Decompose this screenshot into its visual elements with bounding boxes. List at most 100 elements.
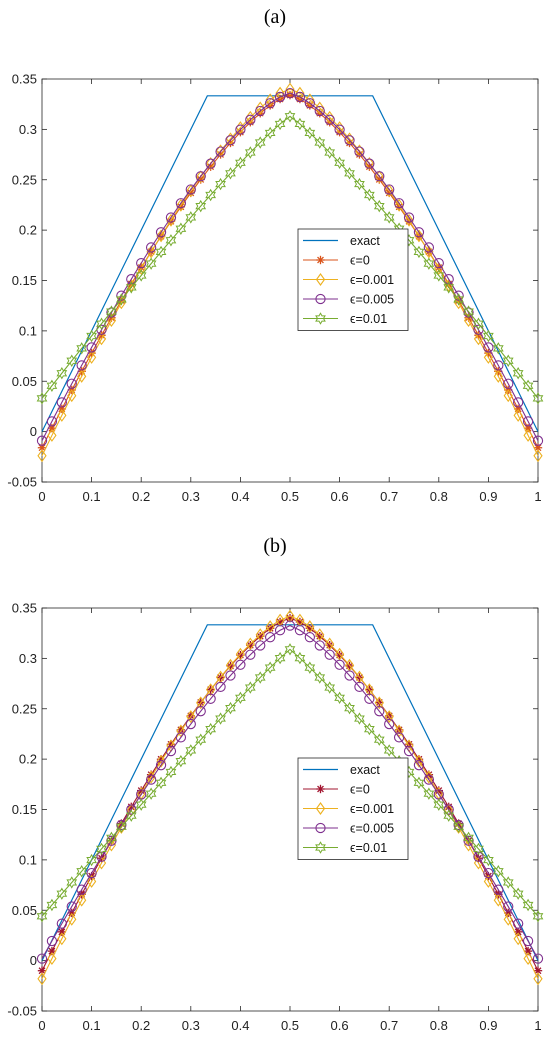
y-tick-label: 0.05 — [12, 374, 37, 389]
data-point — [86, 875, 97, 888]
data-point — [463, 831, 474, 844]
data-point — [274, 117, 286, 131]
data-point — [86, 350, 97, 364]
data-point — [503, 389, 513, 403]
data-point — [354, 681, 365, 693]
data-point — [503, 901, 514, 912]
data-point — [264, 126, 276, 140]
data-point — [67, 912, 77, 926]
data-point — [36, 953, 48, 964]
data-point — [325, 637, 335, 651]
data-point — [195, 199, 207, 213]
y-axis: -0.05 0 0.05 0.1 0.15 0.2 0.25 0.3 0.35 — [7, 72, 538, 490]
data-point — [473, 842, 484, 856]
data-point — [503, 378, 514, 389]
data-point — [532, 435, 544, 446]
data-point — [206, 683, 216, 697]
x-tick-label: 0.6 — [331, 1018, 349, 1033]
x-axis: 0 0.1 0.2 0.3 0.4 0.5 0.6 0.7 0.8 0.9 1 — [38, 608, 542, 1033]
data-point — [46, 379, 58, 392]
data-point — [354, 712, 365, 725]
data-point — [364, 693, 375, 704]
legend-marker — [316, 255, 325, 265]
data-point — [175, 754, 187, 768]
data-point — [275, 86, 285, 100]
data-point — [383, 744, 395, 757]
data-point — [185, 718, 196, 730]
data-point — [433, 798, 445, 811]
x-axis: 0 0.1 0.2 0.3 0.4 0.5 0.6 0.7 0.8 0.9 1 — [38, 79, 542, 504]
data-point — [76, 360, 87, 371]
data-point — [503, 912, 513, 926]
data-point — [315, 101, 325, 115]
legend-marker — [315, 293, 326, 305]
x-tick-label: 0.1 — [83, 1018, 101, 1033]
data-point — [185, 744, 197, 757]
data-point — [46, 898, 58, 912]
x-tick-label: 0.8 — [430, 489, 448, 504]
data-point — [56, 367, 68, 380]
data-point — [165, 212, 177, 223]
data-point — [136, 257, 147, 269]
data-point — [36, 435, 48, 446]
data-point — [473, 317, 484, 330]
legend-label: ϵ=0.001 — [350, 802, 394, 816]
data-point — [413, 760, 425, 771]
data-point — [364, 158, 375, 169]
data-point — [344, 167, 355, 180]
series-line — [41, 648, 539, 917]
data-point — [363, 722, 375, 736]
data-point — [284, 643, 296, 656]
data-point — [393, 732, 405, 743]
data-point — [314, 136, 326, 149]
data-point — [413, 227, 425, 238]
data-point — [314, 640, 325, 651]
data-point — [235, 124, 246, 135]
data-point — [304, 126, 316, 140]
data-point — [523, 428, 533, 442]
data-point — [116, 819, 127, 831]
data-point — [76, 865, 88, 878]
data-point — [522, 379, 534, 392]
data-point — [532, 910, 544, 923]
data-point — [106, 831, 117, 844]
x-tick-label: 0.9 — [479, 489, 497, 504]
data-point — [324, 681, 336, 694]
data-point — [315, 628, 325, 642]
data-point — [225, 135, 236, 146]
data-point — [285, 82, 295, 96]
series-2 — [36, 620, 544, 964]
data-point — [294, 117, 306, 131]
legend-marker — [315, 312, 326, 325]
data-point — [135, 798, 147, 811]
data-point — [384, 718, 395, 730]
data-point — [502, 354, 514, 367]
data-point — [125, 281, 137, 294]
data-point — [443, 274, 454, 285]
data-point — [483, 342, 494, 353]
y-tick-label: 0 — [30, 953, 37, 968]
data-point — [264, 661, 276, 674]
data-point — [255, 628, 265, 642]
data-point — [254, 671, 266, 684]
data-point — [155, 776, 167, 790]
data-point — [126, 274, 137, 285]
data-point — [215, 681, 226, 693]
y-tick-label: 0.15 — [12, 802, 37, 817]
data-point — [454, 820, 464, 834]
data-point — [175, 198, 187, 209]
data-point — [453, 820, 465, 833]
data-point — [344, 670, 355, 681]
data-point — [76, 884, 87, 895]
data-point — [483, 867, 494, 879]
data-point — [46, 935, 58, 947]
data-point — [373, 199, 385, 213]
data-point — [116, 820, 126, 834]
data-point — [304, 632, 315, 643]
y-tick-label: -0.05 — [7, 475, 37, 490]
data-point — [254, 136, 266, 149]
y-tick-label: 0.1 — [19, 323, 37, 338]
data-point — [493, 893, 503, 907]
data-point — [245, 637, 255, 651]
panel-b: (b) 0 0.1 0.2 0.3 0.4 0.5 0.6 0.7 0.8 0.9 1 -0.05 0 0… — [0, 529, 550, 1057]
